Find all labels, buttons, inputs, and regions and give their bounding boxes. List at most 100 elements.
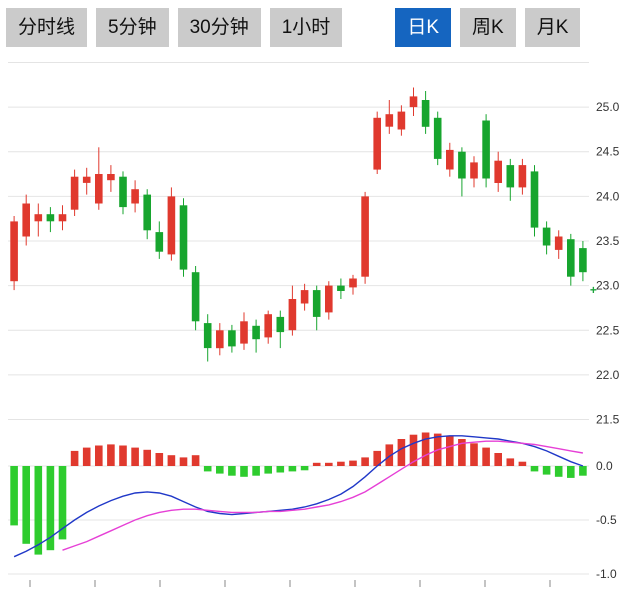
candle-body [482, 120, 490, 179]
candle-body [494, 160, 502, 183]
candle-body [131, 189, 139, 204]
candle-body [530, 171, 539, 228]
price-axis-label: 25.0 [596, 100, 620, 114]
macd-histogram-bar [458, 439, 466, 466]
tab-5min[interactable]: 5分钟 [96, 8, 169, 47]
candle-body [579, 248, 587, 273]
macd-histogram-bar [34, 466, 43, 555]
macd-histogram-bar [446, 435, 454, 466]
macd-dif-line [13, 435, 584, 558]
candle-body [421, 100, 430, 127]
price-axis-label: 21.5 [596, 413, 620, 427]
macd-axis-label: 0.0 [596, 459, 613, 473]
macd-histogram-bar [95, 445, 103, 466]
tab-weekly-k[interactable]: 周K [460, 8, 516, 47]
tab-time-line[interactable]: 分时线 [6, 8, 88, 47]
tab-daily-k[interactable]: 日K [395, 8, 451, 47]
price-axis-label: 22.5 [596, 323, 620, 337]
macd-histogram-bar [143, 449, 151, 466]
price-axis-label: 23.5 [596, 234, 620, 248]
candle-body [325, 285, 333, 313]
candle-body [22, 203, 30, 237]
candlestick-macd-chart[interactable]: 25.0 24.5 24.0 23.5 23.0 22.5 22.0 21.5 0.0 -0.5 -… [0, 56, 638, 590]
candle-body [167, 196, 176, 255]
candle-body [458, 151, 466, 179]
macd-histogram-bar [373, 450, 381, 466]
macd-histogram-bar [325, 462, 333, 466]
tab-1hour[interactable]: 1小时 [269, 8, 343, 47]
candle-body [143, 194, 151, 231]
candle-body [409, 96, 418, 108]
macd-histogram-bar [276, 466, 285, 473]
candle-body [240, 321, 248, 344]
macd-axis-label: -0.5 [596, 513, 617, 527]
macd-histogram-bar [288, 466, 297, 472]
macd-histogram-bar [567, 466, 575, 478]
candle-body [264, 314, 272, 338]
price-axis-label: 22.0 [596, 368, 620, 382]
candle-body [82, 176, 91, 183]
candle-body [446, 149, 454, 170]
candle-body [46, 214, 55, 222]
candle-body [179, 205, 188, 270]
tab-monthly-k[interactable]: 月K [524, 8, 581, 47]
macd-histogram-bar [228, 466, 236, 476]
macd-histogram-bar [119, 445, 127, 466]
interval-toolbar: 分时线 5分钟 30分钟 1小时 日K 周K 月K [0, 0, 638, 56]
candle-body [228, 330, 236, 347]
macd-histogram-bar [579, 466, 587, 476]
candle-body [58, 214, 67, 222]
macd-histogram-bar [82, 447, 91, 466]
candle-body [288, 299, 297, 331]
macd-histogram-bar [518, 461, 527, 466]
macd-histogram-bar [252, 466, 260, 476]
candle-body [542, 227, 551, 246]
price-axis-label: 24.5 [596, 145, 620, 159]
candle-body [107, 174, 115, 181]
candle-body [155, 232, 164, 252]
macd-histogram-bar [397, 439, 406, 466]
candle-body [203, 323, 212, 349]
candle-body [216, 330, 224, 349]
candle-body [300, 290, 309, 304]
candle-body [554, 236, 563, 250]
candle-body [373, 117, 381, 170]
macd-histogram-bar [107, 444, 115, 466]
candle-body [385, 114, 394, 127]
candle-body [433, 117, 442, 159]
candle-body [361, 196, 369, 277]
candle-body [518, 165, 527, 188]
macd-histogram-bar [337, 461, 345, 466]
macd-histogram-bar [240, 466, 248, 477]
candle-body [276, 316, 285, 333]
tab-30min[interactable]: 30分钟 [177, 8, 261, 47]
candle-body [70, 176, 79, 210]
macd-histogram-bar [46, 466, 55, 551]
candle-body [252, 325, 260, 340]
macd-histogram-bar [191, 455, 200, 466]
macd-histogram-bar [385, 444, 394, 466]
macd-histogram-bar [167, 455, 176, 466]
macd-histogram-bar [542, 466, 551, 475]
macd-histogram-bar [530, 466, 539, 472]
candle-body [506, 165, 515, 188]
macd-histogram-bar [312, 462, 321, 466]
candle-body [349, 278, 357, 288]
price-axis-label: 24.0 [596, 189, 620, 203]
candle-body [567, 239, 575, 277]
candle-body [119, 176, 127, 208]
macd-histogram-bar [506, 458, 515, 466]
candle-body [34, 214, 43, 222]
macd-histogram-bar [554, 466, 563, 477]
macd-histogram-bar [494, 453, 502, 466]
macd-histogram-bar [349, 460, 357, 466]
macd-histogram-bar [216, 466, 224, 474]
macd-histogram-bar [470, 443, 478, 466]
macd-histogram-bar [421, 432, 430, 466]
price-axis-label: 23.0 [596, 279, 620, 293]
macd-dea-line [62, 440, 584, 551]
macd-histogram-bar [361, 457, 369, 466]
macd-histogram-bar [482, 447, 490, 466]
macd-histogram-bar [131, 447, 139, 466]
